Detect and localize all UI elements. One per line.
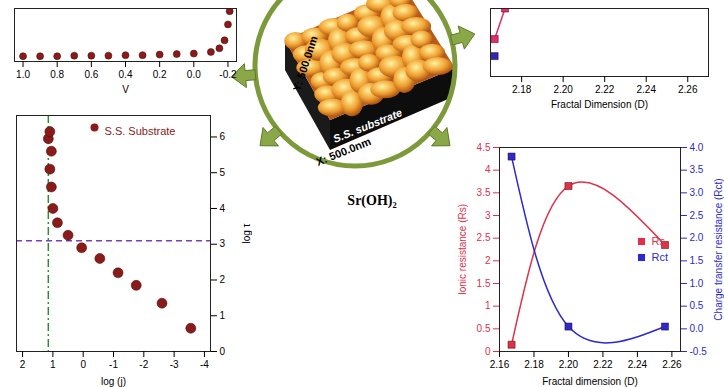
svg-text:2.16: 2.16 — [490, 359, 510, 370]
svg-text:2.20: 2.20 — [559, 359, 579, 370]
svg-text:Rct: Rct — [652, 251, 669, 263]
svg-text:3.5: 3.5 — [477, 187, 491, 198]
svg-text:2.18: 2.18 — [524, 359, 544, 370]
svg-text:2.24: 2.24 — [636, 84, 656, 95]
svg-text:0.5: 0.5 — [690, 300, 704, 311]
svg-text:4: 4 — [220, 203, 226, 214]
svg-text:1.5: 1.5 — [477, 278, 491, 289]
svg-text:Charge transfer resistance (Rc: Charge transfer resistance (Rct) — [713, 178, 724, 320]
svg-text:0.8: 0.8 — [50, 69, 64, 80]
svg-text:0.2: 0.2 — [153, 69, 167, 80]
svg-text:2.22: 2.22 — [595, 84, 615, 95]
svg-text:Ionic resistance (Rs): Ionic resistance (Rs) — [457, 204, 468, 295]
svg-text:-2: -2 — [139, 359, 148, 370]
svg-text:0: 0 — [220, 346, 226, 357]
svg-text:2.5: 2.5 — [477, 232, 491, 243]
svg-text:-0.5: -0.5 — [690, 346, 708, 357]
svg-text:2.22: 2.22 — [593, 359, 613, 370]
svg-text:V: V — [122, 84, 129, 95]
svg-text:1: 1 — [220, 310, 226, 321]
svg-text:S.S. substrate: S.S. substrate — [331, 106, 404, 145]
svg-text:0.5: 0.5 — [477, 323, 491, 334]
svg-text:2.24: 2.24 — [628, 359, 648, 370]
svg-text:-3: -3 — [170, 359, 179, 370]
svg-text:6: 6 — [220, 131, 226, 142]
svg-text:4.0: 4.0 — [690, 142, 704, 153]
svg-text:0: 0 — [80, 359, 86, 370]
svg-text:4.5: 4.5 — [477, 142, 491, 153]
svg-text:0.0: 0.0 — [690, 323, 704, 334]
svg-text:3.0: 3.0 — [690, 187, 704, 198]
svg-text:-0.2: -0.2 — [219, 69, 237, 80]
svg-text:3: 3 — [485, 210, 491, 221]
svg-text:Y: 500.0nm: Y: 500.0nm — [290, 34, 319, 92]
svg-text:1.0: 1.0 — [16, 69, 30, 80]
svg-text:2.5: 2.5 — [690, 210, 704, 221]
svg-text:2.0: 2.0 — [690, 232, 704, 243]
svg-text:2: 2 — [20, 359, 26, 370]
svg-text:Fractal dimension (D): Fractal dimension (D) — [542, 376, 638, 387]
svg-text:3.5: 3.5 — [690, 164, 704, 175]
svg-text:1: 1 — [485, 300, 491, 311]
svg-text:5: 5 — [220, 167, 226, 178]
svg-text:2: 2 — [485, 255, 491, 266]
svg-text:1.0: 1.0 — [690, 278, 704, 289]
svg-text:X: 500.0nm: X: 500.0nm — [314, 135, 373, 168]
svg-text:2: 2 — [220, 274, 226, 285]
svg-text:0.4: 0.4 — [119, 69, 133, 80]
svg-text:0.0: 0.0 — [187, 69, 201, 80]
svg-text:-4: -4 — [200, 359, 209, 370]
svg-text:2.26: 2.26 — [678, 84, 698, 95]
svg-text:Rs: Rs — [652, 235, 666, 247]
svg-text:4: 4 — [485, 164, 491, 175]
svg-text:-1: -1 — [109, 359, 118, 370]
svg-text:2.18: 2.18 — [512, 84, 532, 95]
svg-text:0: 0 — [485, 346, 491, 357]
svg-text:Sr(OH)₂: Sr(OH)₂ — [347, 193, 396, 209]
svg-text:S.S. Substrate: S.S. Substrate — [105, 125, 176, 137]
svg-text:log (j): log (j) — [101, 376, 126, 387]
svg-text:3: 3 — [220, 238, 226, 249]
svg-text:2.20: 2.20 — [553, 84, 573, 95]
svg-text:log τ: log τ — [241, 223, 252, 243]
svg-text:1.5: 1.5 — [690, 255, 704, 266]
svg-text:0.6: 0.6 — [84, 69, 98, 80]
svg-text:1: 1 — [50, 359, 56, 370]
svg-text:Fractal Dimension (D): Fractal Dimension (D) — [551, 99, 648, 110]
svg-text:2.26: 2.26 — [662, 359, 682, 370]
